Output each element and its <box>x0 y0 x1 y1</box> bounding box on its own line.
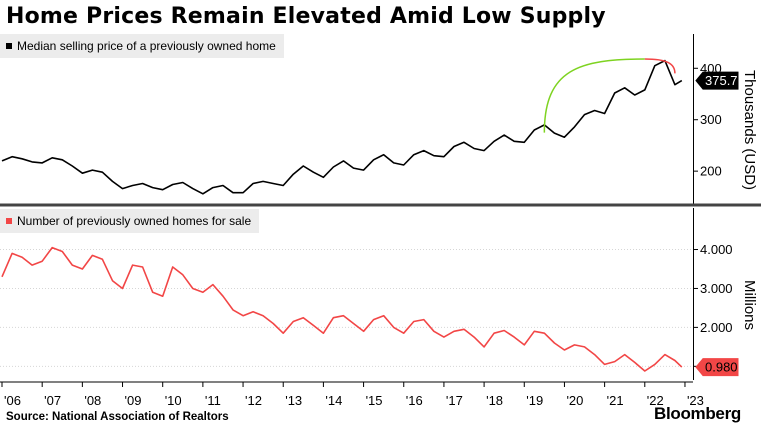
price-y-tick-label: 200 <box>700 164 722 179</box>
x-tick-label: '12 <box>245 393 262 408</box>
price-last-value-box <box>695 71 739 90</box>
price-y-tick-label: 300 <box>700 112 722 127</box>
x-axis: '06 '07 '08 '09 '10 '11 '12 '13 '14 '15 '16 '17 '18 '… <box>0 203 761 408</box>
x-tick-label: '11 <box>205 393 221 408</box>
x-tick-label: '09 <box>125 393 142 408</box>
price-annotation-arc <box>644 58 676 74</box>
x-tick-label: '07 <box>44 393 61 408</box>
price-legend: Median selling price of a previously own… <box>0 34 284 58</box>
price-series-line <box>1 59 683 195</box>
inventory-legend: Number of previously owned homes for sal… <box>0 209 260 233</box>
x-tick-label: '20 <box>566 393 583 408</box>
inventory-legend-label: Number of previously owned homes for sal… <box>17 214 252 228</box>
price-last-value-label: 375.7 <box>705 73 738 88</box>
x-tick-label: '08 <box>84 393 101 408</box>
price-legend-swatch <box>6 42 12 49</box>
x-tick-label: '15 <box>366 393 383 408</box>
inventory-last-value-box <box>695 358 739 377</box>
x-tick-label: '16 <box>406 393 423 408</box>
inventory-series-line <box>1 246 683 372</box>
price-y-axis-label: Thousands (USD) <box>741 70 758 190</box>
inventory-last-value-label: 0.980 <box>705 360 738 375</box>
price-annotation-arc <box>543 58 645 133</box>
inventory-y-tick-label: 4.000 <box>700 242 733 257</box>
x-tick-label: '17 <box>446 393 463 408</box>
x-tick-label: '14 <box>325 393 342 408</box>
x-tick-label: '10 <box>165 393 182 408</box>
x-tick-label: '06 <box>4 393 21 408</box>
inventory-y-axis-label: Millions <box>741 280 758 330</box>
source-note: Source: National Association of Realtors <box>6 411 229 423</box>
inventory-y-tick-label: 3.000 <box>700 281 733 296</box>
x-tick-label: '18 <box>486 393 503 408</box>
x-tick-label: '21 <box>607 393 624 408</box>
inventory-legend-swatch <box>6 217 12 224</box>
x-tick-label: '23 <box>687 393 704 408</box>
price-legend-label: Median selling price of a previously own… <box>17 39 276 53</box>
x-tick-label: '19 <box>526 393 543 408</box>
bloomberg-logo: Bloomberg <box>653 404 741 423</box>
chart-title: Home Prices Remain Elevated Amid Low Sup… <box>6 4 606 29</box>
x-tick-label: '22 <box>647 393 664 408</box>
x-tick-label: '13 <box>285 393 302 408</box>
inventory-y-tick-label: 2.000 <box>700 320 733 335</box>
